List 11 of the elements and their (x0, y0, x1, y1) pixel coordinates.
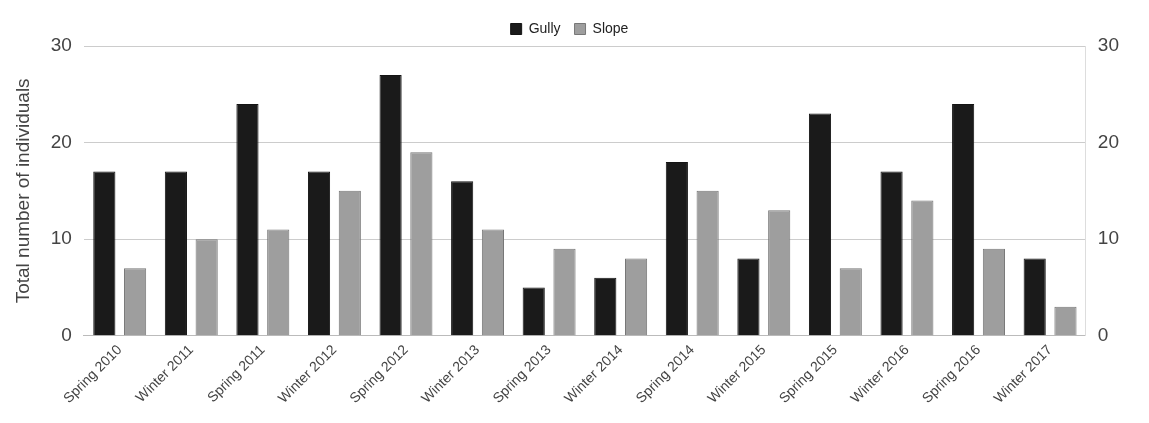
y-tick-label: 20 (50, 130, 72, 152)
y2-tick-label: 20 (1097, 130, 1120, 152)
y-tick-label: 10 (50, 227, 72, 249)
y-tick-label: 0 (61, 323, 72, 345)
y2-tick-label: 10 (1097, 227, 1120, 249)
y2-tick-label: 30 (1097, 34, 1120, 56)
y-axis-title: Total number of individuals (11, 78, 33, 304)
y-tick-label: 30 (50, 34, 72, 56)
legend-label: Gully (528, 19, 561, 36)
legend-label: Slope (592, 19, 629, 36)
y2-tick-label: 0 (1097, 323, 1109, 345)
